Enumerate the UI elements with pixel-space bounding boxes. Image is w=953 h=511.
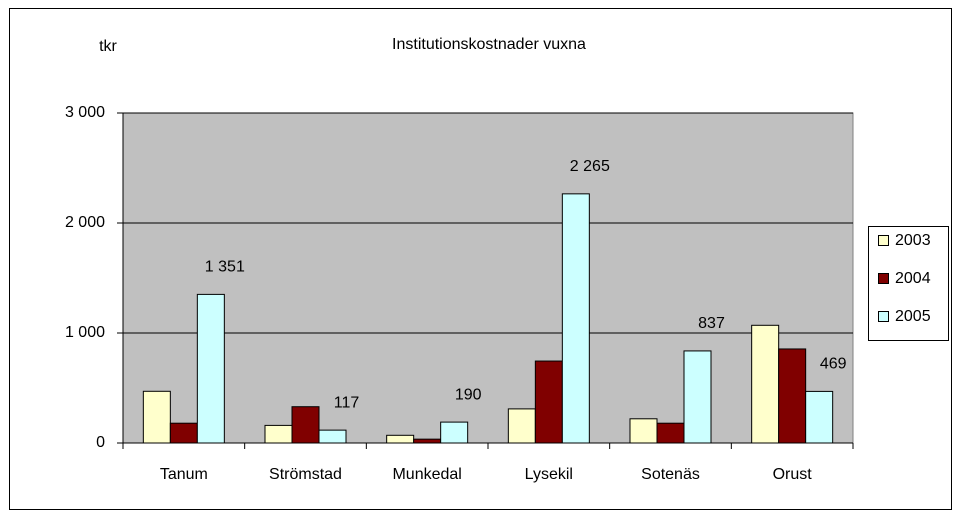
bar — [778, 348, 807, 444]
y-tick-label: 1 000 — [65, 324, 105, 341]
bar — [318, 429, 347, 444]
bar — [142, 390, 171, 444]
bar — [561, 193, 590, 444]
x-tick-label: Lysekil — [525, 466, 573, 483]
data-label: 117 — [334, 394, 360, 411]
bar — [683, 350, 712, 444]
bar — [413, 438, 442, 444]
x-tick-label: Munkedal — [392, 466, 461, 483]
chart-title: Institutionskostnader vuxna — [392, 36, 586, 53]
legend-label: 2003 — [895, 232, 931, 249]
y-tick-label: 3 000 — [65, 104, 105, 121]
bar — [291, 406, 320, 444]
bar — [169, 422, 198, 444]
bar — [440, 421, 469, 444]
y-tick-label: 0 — [96, 434, 105, 451]
x-tick-label: Strömstad — [269, 466, 342, 483]
legend-label: 2005 — [895, 308, 931, 325]
data-label: 2 265 — [570, 158, 610, 175]
data-label: 1 351 — [205, 259, 245, 276]
bar — [629, 418, 658, 444]
x-tick-label: Orust — [773, 466, 813, 483]
bar — [386, 434, 415, 444]
x-tick-label: Tanum — [160, 466, 208, 483]
bar — [264, 424, 293, 444]
legend-swatch — [878, 273, 889, 284]
bar — [656, 422, 685, 444]
legend-swatch — [878, 235, 889, 246]
plot-area — [122, 112, 854, 444]
data-label: 469 — [820, 356, 847, 373]
bar — [196, 293, 225, 444]
legend-swatch — [878, 311, 889, 322]
data-label: 190 — [455, 386, 482, 403]
legend-label: 2004 — [895, 270, 931, 287]
bar — [751, 324, 780, 444]
data-label: 837 — [698, 315, 725, 332]
y-axis-label: tkr — [99, 38, 117, 55]
bar — [534, 360, 563, 444]
x-tick-label: Sotenäs — [641, 466, 700, 483]
y-tick-label: 2 000 — [65, 214, 105, 231]
bar — [805, 390, 834, 444]
bar — [507, 408, 536, 444]
